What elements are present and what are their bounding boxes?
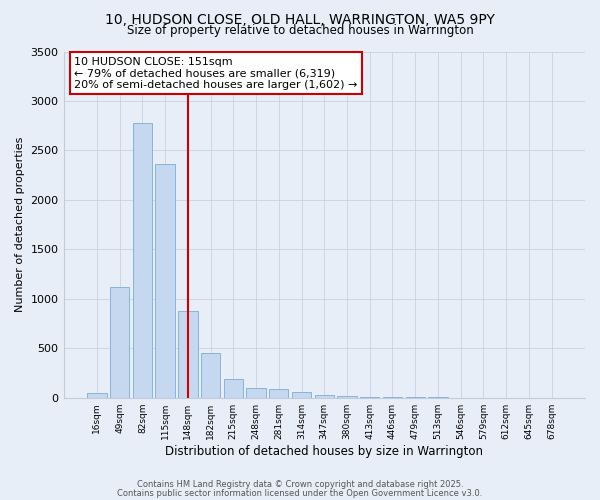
Bar xyxy=(224,380,243,398)
Text: 10, HUDSON CLOSE, OLD HALL, WARRINGTON, WA5 9PY: 10, HUDSON CLOSE, OLD HALL, WARRINGTON, … xyxy=(105,12,495,26)
Text: Contains public sector information licensed under the Open Government Licence v3: Contains public sector information licen… xyxy=(118,488,482,498)
Bar xyxy=(133,122,152,398)
Text: Contains HM Land Registry data © Crown copyright and database right 2025.: Contains HM Land Registry data © Crown c… xyxy=(137,480,463,489)
Text: 10 HUDSON CLOSE: 151sqm
← 79% of detached houses are smaller (6,319)
20% of semi: 10 HUDSON CLOSE: 151sqm ← 79% of detache… xyxy=(74,56,358,90)
Bar xyxy=(178,310,197,398)
X-axis label: Distribution of detached houses by size in Warrington: Distribution of detached houses by size … xyxy=(165,444,483,458)
Bar xyxy=(360,396,379,398)
Text: Size of property relative to detached houses in Warrington: Size of property relative to detached ho… xyxy=(127,24,473,37)
Bar xyxy=(110,287,130,398)
Bar xyxy=(337,396,356,398)
Bar xyxy=(201,353,220,398)
Bar xyxy=(269,389,289,398)
Bar xyxy=(87,393,107,398)
Bar xyxy=(247,388,266,398)
Bar xyxy=(155,164,175,398)
Bar xyxy=(292,392,311,398)
Y-axis label: Number of detached properties: Number of detached properties xyxy=(15,137,25,312)
Bar xyxy=(314,394,334,398)
